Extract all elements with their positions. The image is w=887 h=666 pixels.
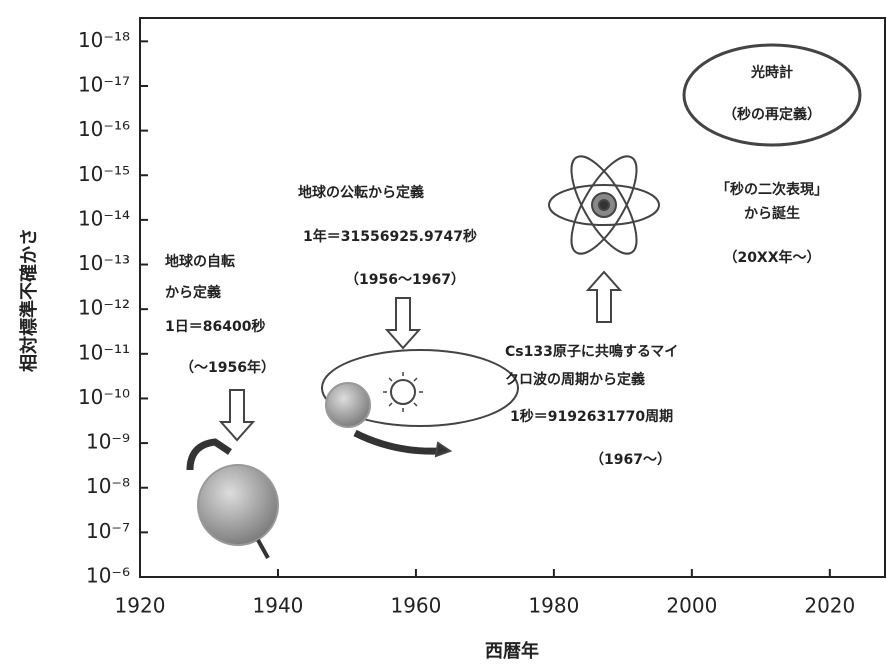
annotation: （1956～1967） [345, 272, 465, 288]
annotation: 地球の自転 [165, 253, 235, 270]
y-tick-label: 10⁻¹⁷ [78, 72, 130, 96]
annotation: 光時計 [750, 64, 793, 81]
annotation: （1967～） [590, 452, 671, 468]
y-tick-label: 10⁻¹⁴ [78, 206, 130, 230]
y-axis-label: 相対標準不確かさ [18, 228, 40, 372]
y-tick-label: 10⁻¹¹ [78, 340, 130, 364]
x-tick-label: 1940 [253, 594, 304, 618]
annotations: 光時計 （秒の再定義） 「秒の二次表現」 から誕生 （20XX年～） 地球の公転… [165, 64, 828, 468]
annotation: （秒の再定義） [723, 106, 821, 123]
y-tick-label: 10⁻⁹ [86, 430, 130, 454]
annotation: から誕生 [744, 205, 800, 222]
annotation: 地球の公転から定義 [298, 184, 424, 201]
y-tick-label: 10⁻¹⁵ [78, 162, 130, 186]
x-axis-label: 西暦年 [485, 640, 539, 662]
x-tick-label: 2020 [804, 594, 855, 618]
annotation: 1日＝86400秒 [165, 318, 265, 335]
x-tick-label: 1920 [115, 594, 166, 618]
annotation: （～1956年） [180, 359, 275, 376]
annotation: 1年＝31556925.9747秒 [303, 228, 477, 245]
y-tick-label: 10⁻¹² [78, 296, 130, 320]
x-tick-label: 1980 [528, 594, 579, 618]
x-tick-label: 1960 [390, 594, 441, 618]
x-tick-label: 2000 [666, 594, 717, 618]
annotation: Cs133原子に共鳴するマイ [505, 343, 678, 360]
annotation: から定義 [165, 284, 221, 301]
annotation: 1秒＝9192631770周期 [510, 408, 673, 425]
y-tick-label: 10⁻¹³ [78, 251, 130, 275]
chart: 光時計 （秒の再定義） 「秒の二次表現」 から誕生 （20XX年～） 地球の公転… [0, 0, 887, 666]
annotation: 「秒の二次表現」 [716, 181, 828, 198]
y-tick-label: 10⁻¹⁰ [78, 385, 130, 409]
annotation: クロ波の周期から定義 [505, 371, 645, 388]
y-tick-label: 10⁻¹⁸ [78, 28, 130, 52]
y-tick-label: 10⁻⁶ [86, 564, 130, 588]
annotation: （20XX年～） [723, 249, 820, 266]
y-tick-label: 10⁻¹⁶ [78, 117, 130, 141]
y-tick-label: 10⁻⁷ [86, 519, 130, 543]
y-tick-label: 10⁻⁸ [86, 474, 130, 498]
